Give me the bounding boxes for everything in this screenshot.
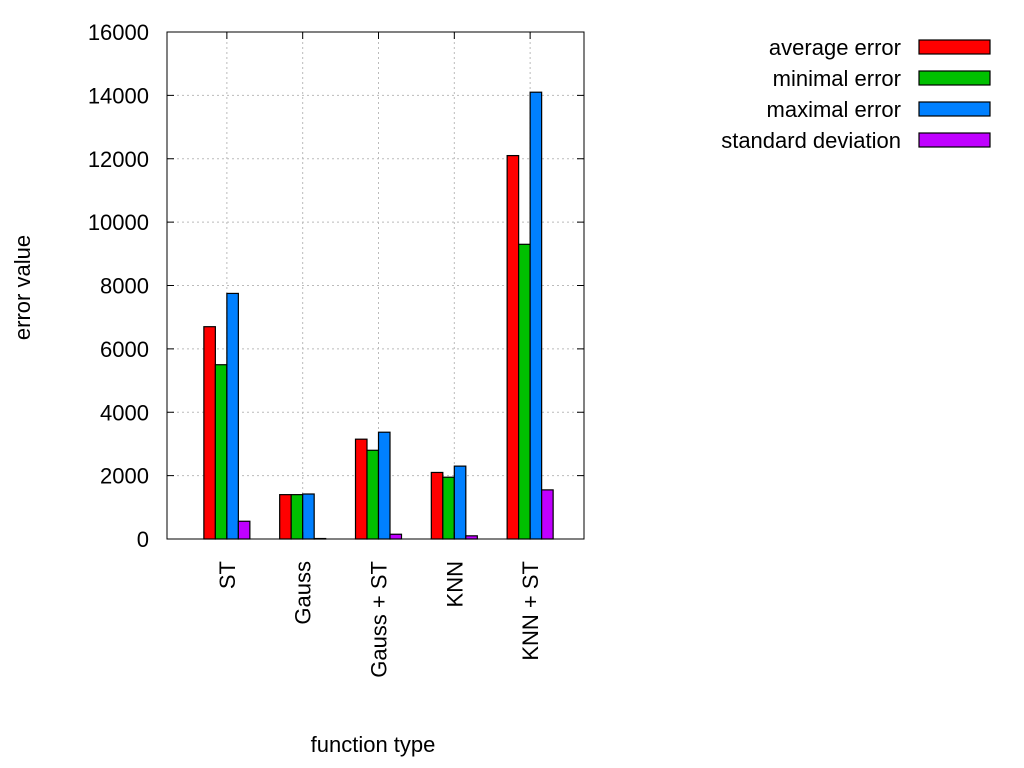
x-axis: ST Gauss Gauss + ST KNN KNN + ST — [215, 32, 543, 678]
bar-maximal-error-knn — [453, 465, 467, 540]
bar-standard-deviation-knn-st — [541, 489, 554, 540]
bar-minimal-error-st — [214, 364, 228, 540]
x-tick-label: Gauss + ST — [367, 561, 392, 678]
bar-minimal-error-gauss-st — [366, 449, 380, 540]
legend-swatch — [918, 101, 991, 117]
bar-minimal-error-gauss — [290, 494, 304, 540]
legend-label: average error — [769, 35, 901, 60]
y-tick-label: 12000 — [88, 147, 149, 172]
bar-average-error-st — [203, 326, 216, 540]
legend-label: standard deviation — [721, 128, 901, 153]
bar-standard-deviation-gauss-st — [389, 533, 403, 540]
y-tick-label: 14000 — [88, 83, 149, 108]
bar-maximal-error-gauss — [302, 493, 315, 540]
bar-standard-deviation-st — [237, 520, 251, 540]
bars — [203, 91, 554, 540]
legend: average error minimal error maximal error s… — [721, 35, 991, 153]
x-tick-label: KNN + ST — [518, 561, 543, 661]
bar-maximal-error-st — [226, 292, 239, 540]
y-tick-label: 4000 — [100, 400, 149, 425]
x-axis-label: function type — [311, 732, 436, 757]
x-tick-label: ST — [215, 561, 240, 589]
legend-label: minimal error — [773, 66, 901, 91]
legend-label: maximal error — [767, 97, 901, 122]
bar-average-error-gauss-st — [354, 438, 368, 540]
bar-average-error-knn — [430, 471, 444, 540]
bar-maximal-error-knn-st — [529, 91, 543, 540]
y-axis: 0 2000 4000 6000 8000 10000 12000 14000 16000 — [88, 20, 584, 552]
bar-average-error-knn-st — [506, 154, 520, 540]
y-tick-label: 16000 — [88, 20, 149, 45]
y-tick-label: 0 — [137, 527, 149, 552]
y-axis-label: error value — [10, 235, 35, 340]
bar-maximal-error-gauss-st — [377, 431, 391, 540]
bar-minimal-error-knn-st — [518, 243, 531, 540]
y-tick-label: 10000 — [88, 210, 149, 235]
bar-average-error-gauss — [279, 494, 292, 540]
y-tick-label: 6000 — [100, 337, 149, 362]
x-tick-label: Gauss — [291, 561, 316, 625]
x-tick-label: KNN — [442, 561, 467, 607]
legend-swatch — [918, 70, 991, 86]
y-tick-label: 8000 — [100, 274, 149, 299]
bar-minimal-error-knn — [442, 476, 455, 540]
legend-swatch — [918, 39, 991, 55]
legend-swatch — [918, 132, 991, 148]
y-tick-label: 2000 — [100, 464, 149, 489]
